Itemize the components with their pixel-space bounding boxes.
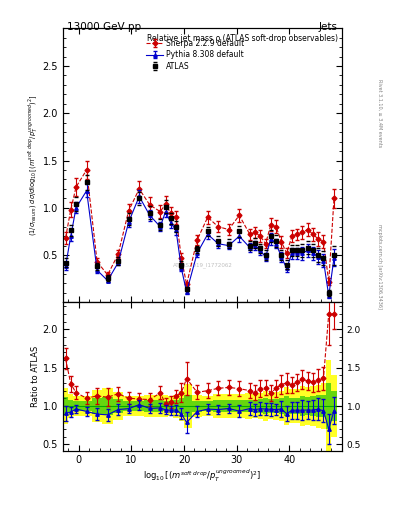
Text: 13000 GeV pp: 13000 GeV pp [67, 22, 141, 32]
Legend: Sherpa 2.2.9 default, Pythia 8.308 default, ATLAS: Sherpa 2.2.9 default, Pythia 8.308 defau… [145, 37, 246, 72]
X-axis label: $\log_{10}[(m^{soft\ drop}/p_T^{ungroomed})^2]$: $\log_{10}[(m^{soft\ drop}/p_T^{ungroome… [143, 468, 261, 484]
Text: ATLAS2019_I1772062: ATLAS2019_I1772062 [173, 263, 232, 268]
Y-axis label: $(1/\sigma_{resum})\ d\sigma/d\log_{10}[(m^{soft\ drop}/p_T^{ungroomed})^2]$: $(1/\sigma_{resum})\ d\sigma/d\log_{10}[… [27, 95, 40, 236]
Text: Rivet 3.1.10, ≥ 3.4M events: Rivet 3.1.10, ≥ 3.4M events [377, 78, 382, 147]
Text: Relative jet mass ρ (ATLAS soft-drop observables): Relative jet mass ρ (ATLAS soft-drop obs… [147, 34, 338, 42]
Text: mcplots.cern.ch [arXiv:1306.3436]: mcplots.cern.ch [arXiv:1306.3436] [377, 224, 382, 309]
Y-axis label: Ratio to ATLAS: Ratio to ATLAS [31, 346, 40, 407]
Text: Jets: Jets [319, 22, 338, 32]
